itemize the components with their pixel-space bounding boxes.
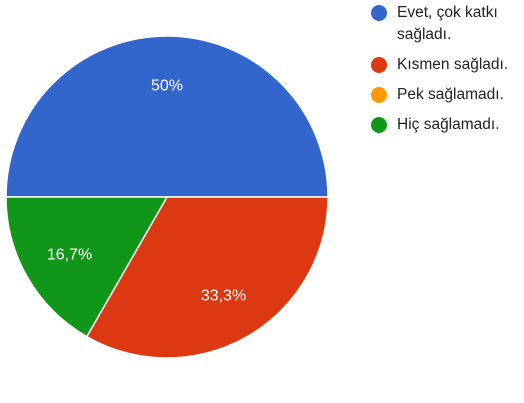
legend-swatch xyxy=(371,57,387,73)
legend-label: Kısmen sağladı. xyxy=(397,56,509,73)
pie-slice-evet-cok-katki-sagladi[interactable] xyxy=(5,35,329,198)
legend-label: Pek sağlamadı. xyxy=(397,86,504,103)
legend-swatch xyxy=(371,5,387,21)
pie-slice-kismen-sagladi[interactable] xyxy=(85,196,329,359)
legend-swatch xyxy=(371,117,387,133)
slice-value-label: 50% xyxy=(151,77,183,94)
slice-value-label: 33,3% xyxy=(201,288,246,305)
legend-item-pek-saglamadi[interactable]: Pek sağlamadı. xyxy=(371,84,521,106)
legend-item-evet-cok-katki-sagladi[interactable]: Evet, çok katkı sağladı. xyxy=(371,2,521,46)
legend-label: Hiç sağlamadı. xyxy=(397,116,500,133)
legend-label: Evet, çok katkı sağladı. xyxy=(397,4,498,43)
legend: Evet, çok katkı sağladı. Kısmen sağladı. P… xyxy=(371,2,521,144)
slice-value-label: 16,7% xyxy=(47,247,92,264)
legend-item-kismen-sagladi[interactable]: Kısmen sağladı. xyxy=(371,54,521,76)
legend-item-hic-saglamadi[interactable]: Hiç sağlamadı. xyxy=(371,114,521,136)
pie-slice-hic-saglamadi[interactable] xyxy=(5,196,169,338)
legend-swatch xyxy=(371,87,387,103)
